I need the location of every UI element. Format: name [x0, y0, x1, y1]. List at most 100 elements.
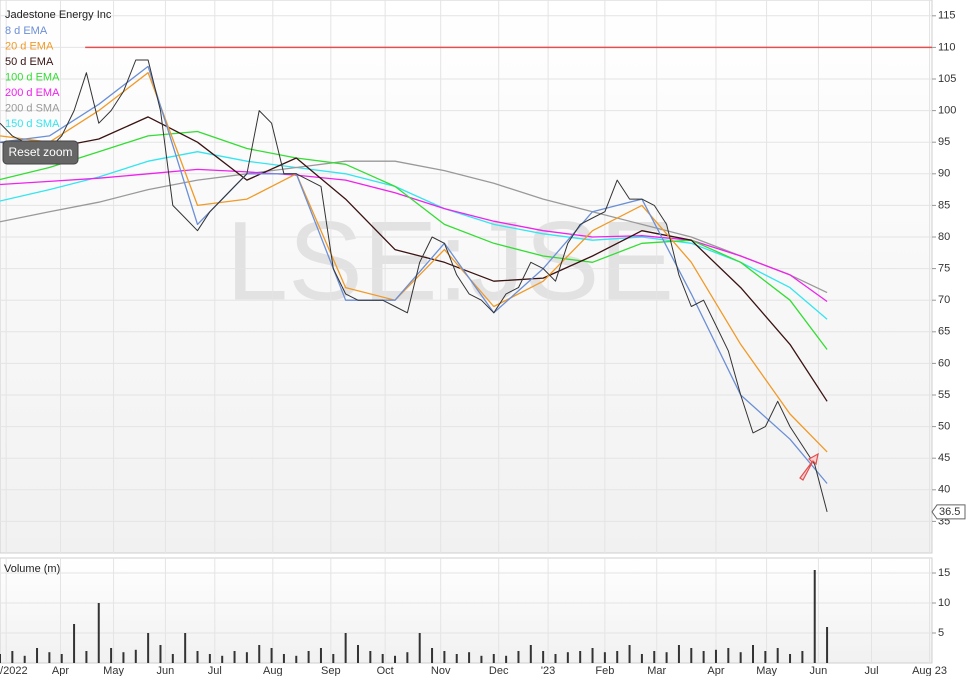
volume-bar [789, 654, 792, 663]
reset-zoom-button[interactable]: Reset zoom [2, 140, 79, 165]
legend: Jadestone Energy Inc 8 d EMA 20 d EMA 50 d… [5, 9, 112, 130]
volume-bar [233, 651, 236, 663]
volume-bar [97, 603, 100, 663]
volume-bar [73, 624, 76, 663]
volume-bar [690, 648, 693, 663]
y-tick-label: 40 [938, 484, 950, 496]
volume-bar [505, 655, 508, 663]
y-tick-label: 85 [938, 199, 950, 211]
y-tick-label: 55 [938, 389, 950, 401]
y-tick-label: 75 [938, 263, 950, 275]
volume-bar [356, 645, 359, 663]
volume-bar [640, 654, 643, 663]
volume-bar [394, 655, 397, 663]
y-tick-label: 50 [938, 421, 950, 433]
volume-bar [184, 633, 187, 663]
price-line [0, 59, 828, 513]
ema-line [0, 168, 828, 303]
x-tick-label: Feb [595, 665, 614, 676]
volume-panel [0, 557, 933, 664]
volume-bar [258, 645, 261, 663]
x-tick-label: Jun [157, 665, 175, 676]
legend-entry: 8 d EMA [5, 25, 48, 37]
volume-bar [344, 633, 347, 663]
x-tick-label: Jun [810, 665, 828, 676]
volume-bar [0, 654, 1, 663]
ema-line [0, 130, 828, 350]
button-background[interactable] [2, 140, 79, 165]
volume-bar [406, 652, 409, 663]
x-tick-label: May [103, 665, 124, 676]
legend-entry: 20 d EMA [5, 40, 54, 52]
legend-entry: 200 d SMA [5, 102, 60, 114]
y-tick-label: 65 [938, 326, 950, 338]
volume-bar [492, 654, 495, 663]
volume-bar [431, 648, 434, 663]
y-tick-label: 95 [938, 136, 950, 148]
volume-bar [739, 652, 742, 663]
volume-bar [196, 651, 199, 663]
volume-bar [282, 654, 285, 663]
button-label[interactable]: Reset zoom [8, 145, 72, 159]
x-tick-label: Aug [263, 665, 283, 676]
y-tick-label: 115 [938, 10, 956, 22]
volume-bar [677, 645, 680, 663]
volume-bar [307, 651, 310, 663]
volume-bar [319, 648, 322, 663]
annotation-arrow [799, 452, 819, 481]
volume-bar [801, 651, 804, 663]
y-tick-label: 10 [938, 597, 950, 609]
legend-entry: 50 d EMA [5, 56, 54, 68]
volume-bar [628, 645, 631, 663]
volume-bar [48, 652, 51, 663]
x-tick-label: Aug 23 [912, 665, 947, 676]
volume-bar [159, 645, 162, 663]
grid [0, 0, 932, 663]
y-tick-label: 45 [938, 452, 950, 464]
volume-bar [603, 652, 606, 663]
volume-bar [468, 652, 471, 663]
volume-bar [616, 651, 619, 663]
y-tick-label: 90 [938, 168, 950, 180]
volume-bar [171, 654, 174, 663]
volume-bar [517, 651, 520, 663]
y-tick-label: 80 [938, 231, 950, 243]
volume-bar [727, 648, 730, 663]
x-tick-label: May [756, 665, 777, 676]
volume-bar [332, 654, 335, 663]
y-tick-label: 70 [938, 294, 950, 306]
volume-bar [542, 651, 545, 663]
legend-entry: 100 d EMA [5, 71, 60, 83]
volume-title: Volume (m) [4, 563, 60, 575]
x-tick-label: Apr [52, 665, 69, 676]
x-tick-label: Dec [489, 665, 509, 676]
ema-line [0, 151, 828, 320]
volume-bar [776, 648, 779, 663]
watermark: LSE:JSE [226, 199, 674, 324]
volume-bar [85, 651, 88, 663]
volume-plot [0, 570, 829, 663]
volume-bar [443, 651, 446, 663]
x-tick-label: Oct [377, 665, 394, 676]
volume-bar [270, 648, 273, 663]
last-price-box [931, 504, 966, 520]
volume-bar [36, 648, 39, 663]
volume-bar [110, 648, 113, 663]
volume-bar [566, 652, 569, 663]
volume-bar [752, 645, 755, 663]
volume-bar [653, 651, 656, 663]
ema-line [0, 65, 828, 484]
volume-bar [455, 654, 458, 663]
last-price-label: 36.5 [939, 506, 960, 518]
volume-bar [665, 652, 668, 663]
volume-bar [381, 654, 384, 663]
y-tick-label: 5 [938, 627, 944, 639]
x-tick-label: Mar [647, 665, 666, 676]
volume-bar [221, 655, 224, 663]
x-tick-label: Apr [707, 665, 724, 676]
ema-line [0, 72, 828, 453]
ema-line [0, 116, 828, 402]
volume-bar [764, 651, 767, 663]
x-tick-label: Sep [321, 665, 341, 676]
